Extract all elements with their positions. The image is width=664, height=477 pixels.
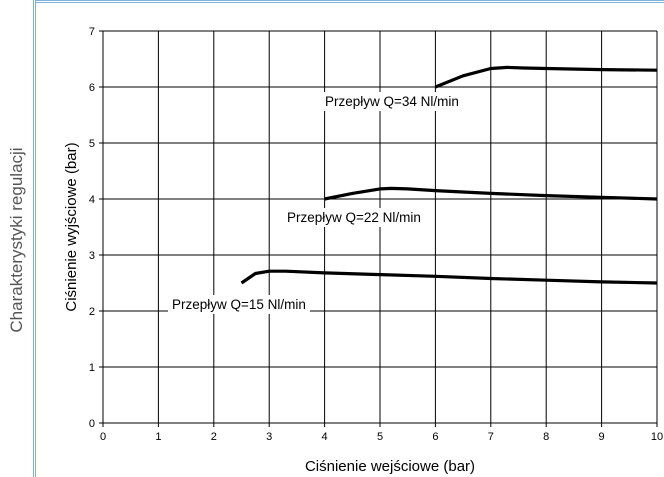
y-tick-label: 4 (89, 194, 95, 206)
series-label-2: Przepływ Q=22 Nl/min (287, 210, 421, 225)
y-tick-label: 0 (89, 418, 95, 430)
series-line-1 (240, 269, 658, 285)
series-label-1: Przepływ Q=15 Nl/min (172, 297, 306, 312)
grid (99, 30, 658, 427)
x-tick-label: 4 (322, 431, 328, 443)
y-tick-label: 3 (89, 250, 95, 262)
y-tick-label: 6 (89, 82, 95, 94)
x-tick-label: 10 (651, 431, 663, 443)
x-tick-label: 1 (155, 431, 161, 443)
x-tick-label: 8 (543, 431, 549, 443)
y-tick-label: 1 (89, 362, 95, 374)
x-tick-label: 0 (100, 431, 106, 443)
series-label-bg (283, 208, 425, 227)
series-labels: Przepływ Q=15 Nl/min Przepływ Q=22 Nl/min… (168, 92, 463, 314)
x-axis-label: Ciśnienie wejściowe (bar) (305, 458, 475, 475)
x-tick-label: 7 (488, 431, 494, 443)
series-lines (240, 65, 658, 285)
top-divider (0, 0, 664, 4)
y-tick-label: 2 (89, 306, 95, 318)
y-tick-label: 5 (89, 138, 95, 150)
series-label-bg (168, 295, 310, 314)
x-tick-label: 9 (599, 431, 605, 443)
series-label-bg (321, 92, 463, 111)
y-axis-label: Ciśnienie wyjściowe (bar) (63, 142, 80, 311)
series-line-2 (324, 186, 658, 201)
y-tick-label: 7 (89, 26, 95, 38)
x-tick-label: 3 (266, 431, 272, 443)
x-tick-label: 5 (377, 431, 383, 443)
series-line-3 (434, 65, 658, 89)
sidebar: Charakterystyki regulacji (0, 0, 36, 477)
x-tick-label: 2 (211, 431, 217, 443)
tick-labels: 0 1 2 3 4 5 6 7 8 9 10 0 1 2 3 4 5 6 7 (89, 26, 663, 443)
x-tick-label: 6 (432, 431, 438, 443)
series-label-3: Przepływ Q=34 Nl/min (325, 94, 459, 109)
